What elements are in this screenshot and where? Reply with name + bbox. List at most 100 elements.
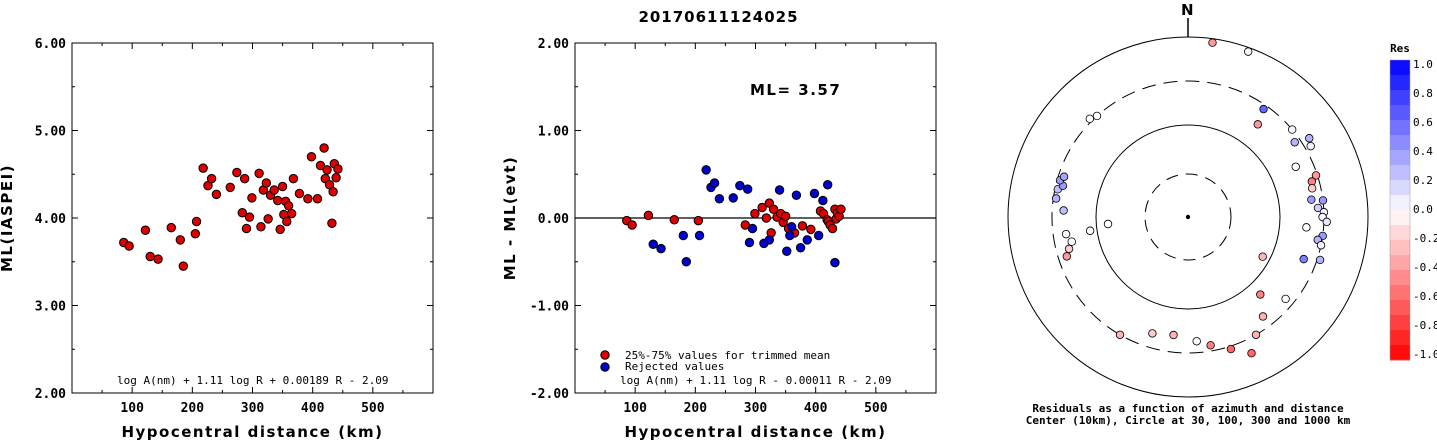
ml-panel-ytick-label: 6.00: [35, 37, 66, 52]
colorbar-segment: [1390, 150, 1410, 166]
residual-panel-xtick-label: 200: [684, 401, 708, 416]
station-marker: [1085, 114, 1095, 124]
station-marker: [1059, 172, 1069, 181]
ml-panel-ytick-label: 2.00: [35, 387, 66, 402]
residual-panel-ytick-label: 2.00: [538, 37, 569, 52]
station-marker: [1287, 125, 1297, 134]
colorbar-segment: [1390, 330, 1410, 346]
station-marker: [1318, 196, 1328, 205]
rejected-point: [791, 190, 802, 200]
ring-100km: [1095, 124, 1281, 310]
rejected-point: [694, 230, 705, 241]
rejected-point: [823, 180, 833, 190]
rejected-point: [785, 230, 795, 241]
station-marker: [1062, 252, 1072, 261]
ring-30km: [1144, 173, 1232, 261]
station-marker: [1051, 194, 1061, 203]
ml-point: [175, 235, 186, 245]
residual-panel-xlabel: Hypocentral distance (km): [624, 423, 886, 441]
ml-point: [286, 208, 297, 219]
ml-point: [198, 163, 208, 173]
trimmed-point: [643, 210, 654, 221]
page-title: 20170611124025: [638, 8, 799, 26]
station-marker: [1085, 226, 1095, 235]
colorbar-segment: [1390, 210, 1410, 226]
ml-point: [319, 143, 329, 153]
station-marker: [1253, 120, 1263, 129]
colorbar-segment: [1390, 75, 1410, 91]
station-marker: [1243, 47, 1253, 56]
colorbar-tick-label: 0.2: [1413, 174, 1433, 187]
ml-point: [244, 212, 255, 222]
residual-panel-xtick-label: 300: [744, 401, 768, 416]
ml-point: [283, 201, 294, 211]
colorbar-frame: [1389, 59, 1411, 361]
ml-point: [211, 189, 222, 200]
legend-trimmed-label: 25%-75% values for trimmed mean: [625, 349, 830, 362]
ml-point: [294, 188, 305, 199]
colorbar-tick-label: -0.6: [1413, 290, 1437, 303]
ml-point: [306, 152, 317, 162]
ml-point: [241, 223, 252, 234]
ml-panel-xtick-label: 100: [120, 401, 144, 416]
ml-point: [273, 195, 283, 206]
station-marker: [1307, 177, 1317, 186]
ml-point: [178, 261, 189, 271]
ml-point: [191, 216, 202, 227]
legend-rejected-marker: [600, 362, 610, 372]
colorbar-segment: [1390, 315, 1410, 331]
colorbar-segment: [1390, 270, 1410, 286]
station-marker: [1115, 330, 1125, 339]
ml-point: [254, 168, 264, 179]
station-marker: [1208, 38, 1217, 47]
ml-point: [312, 194, 323, 204]
trimmed-point: [806, 224, 816, 235]
rejected-point: [714, 194, 725, 204]
colorbar-segment: [1390, 345, 1410, 361]
ml-point: [190, 229, 201, 239]
station-marker: [1061, 229, 1071, 239]
rejected-point: [744, 237, 755, 248]
station-marker: [1258, 312, 1268, 321]
residual-panel-ytick-label: 1.00: [538, 125, 569, 140]
ml-point: [282, 216, 292, 227]
station-marker: [1256, 290, 1265, 299]
rejected-point: [648, 239, 658, 249]
station-marker: [1281, 294, 1290, 304]
trimmed-point: [761, 213, 772, 223]
ml-point: [322, 165, 332, 175]
ml-point: [327, 218, 337, 228]
station-marker: [1226, 344, 1236, 354]
rejected-point: [681, 257, 692, 267]
station-marker: [1259, 104, 1268, 114]
rejected-point: [809, 188, 820, 199]
ml-point: [261, 178, 272, 188]
station-marker: [1103, 219, 1113, 229]
colorbar-title: Res: [1390, 42, 1410, 55]
polar-caption-1: Residuals as a function of azimuth and d…: [1032, 402, 1344, 415]
ml-formula: log A(nm) + 1.11 log R + 0.00189 R - 2.0…: [117, 374, 389, 387]
ml-point: [275, 224, 285, 235]
ml-point: [269, 185, 279, 195]
ml-panel-xtick-label: 500: [361, 401, 385, 416]
colorbar-tick-label: -0.4: [1413, 261, 1437, 274]
station-marker: [1316, 241, 1326, 250]
residual-panel-xtick-label: 400: [804, 401, 828, 416]
ml-annotation: ML= 3.57: [750, 81, 841, 99]
rejected-point: [802, 235, 812, 245]
rejected-point: [818, 195, 828, 206]
residual-panel-ytick-label: -2.00: [530, 387, 569, 402]
legend-rejected-label: Rejected values: [625, 360, 724, 373]
ml-point: [328, 187, 338, 197]
ml-point: [331, 173, 341, 183]
station-marker: [1059, 206, 1068, 215]
ml-point: [263, 214, 273, 224]
station-marker: [1169, 330, 1178, 340]
station-marker: [1067, 237, 1076, 246]
trimmed-point: [757, 202, 767, 213]
ml-panel-ytick-label: 3.00: [35, 300, 66, 315]
station-marker: [1311, 171, 1321, 180]
station-marker: [1299, 254, 1308, 264]
rejected-point: [774, 185, 785, 195]
epicenter-dot: [1185, 214, 1191, 220]
